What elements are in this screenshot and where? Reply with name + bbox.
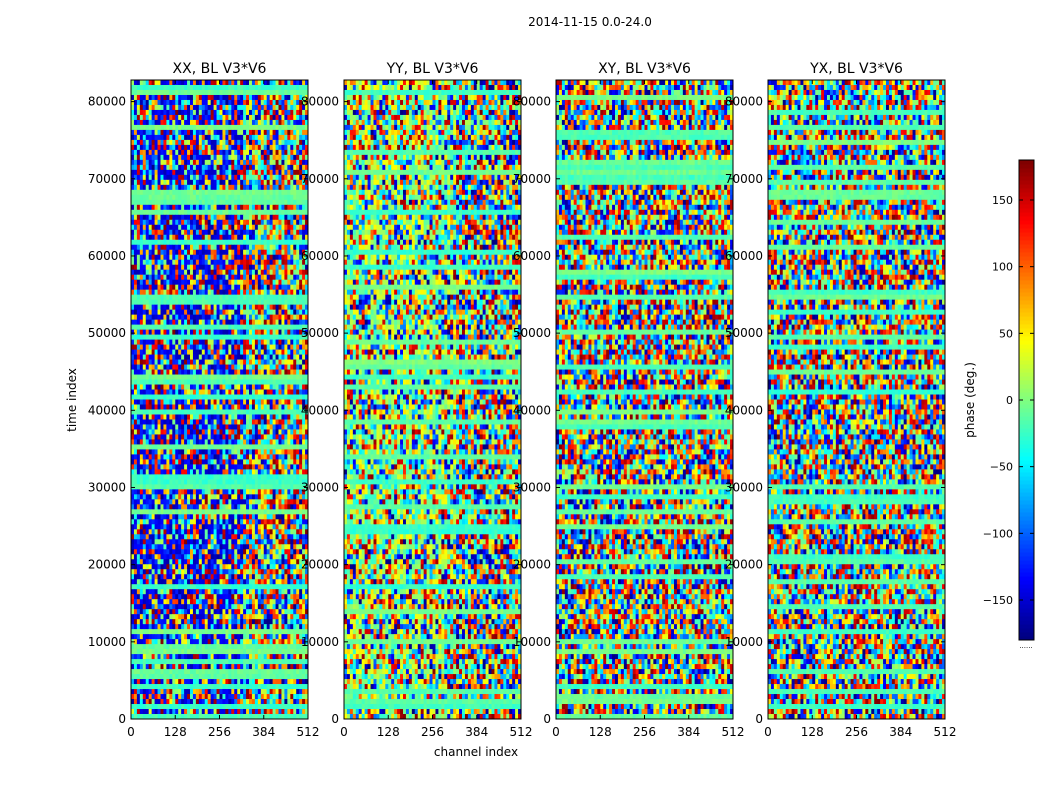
colorbar-label: phase (deg.) xyxy=(963,362,977,438)
panel-xx: XX, BL V3*V6 0 128 256 384 512 0 10000 20000 3000… xyxy=(88,61,320,739)
x-tick-label: 512 xyxy=(510,725,533,739)
colorbar-tick-label: −150 xyxy=(983,594,1013,607)
y-tick-label: 80000 xyxy=(88,95,126,109)
x-tick-label: 128 xyxy=(589,725,612,739)
colorbar-tick-label: 150 xyxy=(992,194,1013,207)
panel-title: YY, BL V3*V6 xyxy=(386,61,479,77)
x-tick-label: 0 xyxy=(552,725,560,739)
y-tick-label: 80000 xyxy=(301,95,339,109)
y-tick-label: 0 xyxy=(543,712,551,726)
y-tick-label: 70000 xyxy=(513,172,551,186)
colorbar-tick-label: −50 xyxy=(990,461,1013,474)
y-tick-label: 0 xyxy=(118,712,126,726)
y-tick-label: 40000 xyxy=(301,403,339,417)
y-tick-label: 10000 xyxy=(88,635,126,649)
x-tick-label: 256 xyxy=(421,725,444,739)
y-tick-label: 10000 xyxy=(725,635,763,649)
y-tick-label: 20000 xyxy=(88,558,126,572)
y-tick-label: 50000 xyxy=(88,326,126,340)
y-tick-label: 70000 xyxy=(88,172,126,186)
x-tick-label: 0 xyxy=(127,725,135,739)
y-tick-label: 10000 xyxy=(513,635,551,649)
x-tick-label: 128 xyxy=(164,725,187,739)
colorbar-tick-label: 100 xyxy=(992,261,1013,274)
colorbar-tick-label: 50 xyxy=(999,327,1013,340)
y-tick-label: 30000 xyxy=(88,480,126,494)
y-tick-label: 20000 xyxy=(301,558,339,572)
y-tick-label: 50000 xyxy=(301,326,339,340)
x-tick-label: 0 xyxy=(764,725,772,739)
y-axis-label: time index xyxy=(65,368,79,432)
y-tick-label: 60000 xyxy=(88,249,126,263)
colorbar-tick-label: 0 xyxy=(1006,394,1013,407)
panel-yy: YY, BL V3*V6 0 128 256 384 512 0 10000 20000 3000… xyxy=(301,61,533,739)
y-tick-label: 30000 xyxy=(725,480,763,494)
panels-group: XX, BL V3*V6 0 128 256 384 512 0 10000 20000 3000… xyxy=(88,61,957,739)
y-tick-label: 60000 xyxy=(513,249,551,263)
panel-title: XY, BL V3*V6 xyxy=(598,61,691,77)
y-tick-label: 60000 xyxy=(725,249,763,263)
panel-title: XX, BL V3*V6 xyxy=(173,61,267,77)
y-tick-label: 40000 xyxy=(725,403,763,417)
y-tick-label: 30000 xyxy=(301,480,339,494)
panel-title: YX, BL V3*V6 xyxy=(809,61,903,77)
x-tick-label: 256 xyxy=(845,725,868,739)
x-tick-label: 512 xyxy=(722,725,745,739)
figure-suptitle: 2014-11-15 0.0-24.0 xyxy=(528,15,652,29)
x-tick-label: 384 xyxy=(465,725,488,739)
heatmap-image xyxy=(131,80,308,719)
colorbar-under-label: ...... xyxy=(1019,642,1032,650)
y-tick-label: 0 xyxy=(755,712,763,726)
x-tick-label: 256 xyxy=(208,725,231,739)
x-tick-label: 384 xyxy=(252,725,275,739)
panel-yx: YX, BL V3*V6 0 128 256 384 512 0 10000 20000 3000… xyxy=(725,61,957,739)
y-tick-label: 20000 xyxy=(513,558,551,572)
y-tick-label: 70000 xyxy=(725,172,763,186)
x-axis-label: channel index xyxy=(434,745,518,759)
heatmap-image xyxy=(344,80,521,719)
x-tick-label: 256 xyxy=(633,725,656,739)
x-tick-label: 128 xyxy=(377,725,400,739)
colorbar-tick-label: −100 xyxy=(983,527,1013,540)
y-tick-label: 40000 xyxy=(513,403,551,417)
y-tick-label: 50000 xyxy=(725,326,763,340)
y-tick-label: 10000 xyxy=(301,635,339,649)
y-tick-label: 40000 xyxy=(88,403,126,417)
y-tick-label: 60000 xyxy=(301,249,339,263)
y-tick-label: 70000 xyxy=(301,172,339,186)
x-tick-label: 128 xyxy=(801,725,824,739)
y-tick-label: 20000 xyxy=(725,558,763,572)
colorbar: −150 −100 −50 0 50 100 150 xyxy=(983,160,1034,641)
x-tick-label: 512 xyxy=(297,725,320,739)
x-tick-label: 384 xyxy=(889,725,912,739)
y-tick-label: 0 xyxy=(331,712,339,726)
y-tick-label: 80000 xyxy=(725,95,763,109)
x-tick-label: 384 xyxy=(677,725,700,739)
x-tick-label: 0 xyxy=(340,725,348,739)
heatmap-image xyxy=(556,80,733,719)
panel-xy: XY, BL V3*V6 0 128 256 384 512 0 10000 20000 3000… xyxy=(513,61,745,739)
y-tick-label: 30000 xyxy=(513,480,551,494)
y-tick-label: 50000 xyxy=(513,326,551,340)
y-tick-label: 80000 xyxy=(513,95,551,109)
x-tick-label: 512 xyxy=(934,725,957,739)
heatmap-image xyxy=(768,80,945,719)
